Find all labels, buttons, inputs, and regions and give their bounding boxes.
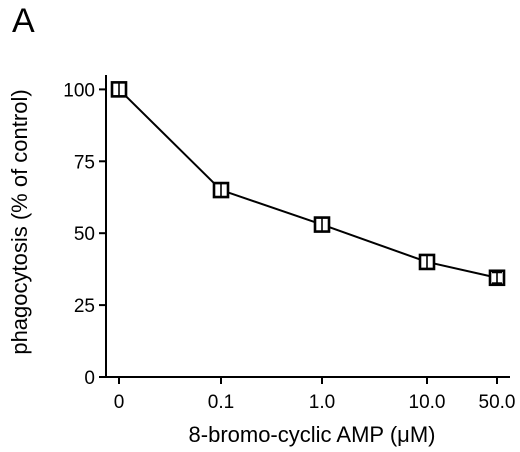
- y-tick-label: 75: [74, 152, 95, 173]
- x-tick-label: 0: [114, 392, 125, 413]
- x-tick-label: 1.0: [309, 392, 335, 413]
- axes: [105, 75, 510, 378]
- y-axis-ticks: 0 25 50 75 100: [63, 80, 106, 389]
- x-axis-label: 8-bromo-cyclic AMP (μM): [189, 422, 436, 447]
- y-tick-label: 0: [84, 368, 95, 389]
- series-line: [118, 88, 498, 279]
- data-series: [110, 81, 506, 287]
- y-tick-label: 100: [63, 80, 95, 101]
- y-axis-label: phagocytosis (% of control): [7, 89, 32, 354]
- panel-label: A: [12, 2, 35, 40]
- x-tick-label: 10.0: [409, 392, 446, 413]
- y-tick-label: 25: [74, 296, 95, 317]
- y-tick-label: 50: [74, 224, 95, 245]
- x-tick-label: 50.0: [479, 392, 516, 413]
- x-axis-ticks: 0 0.1 1.0 10.0 50.0: [114, 377, 516, 413]
- x-tick-label: 0.1: [208, 392, 234, 413]
